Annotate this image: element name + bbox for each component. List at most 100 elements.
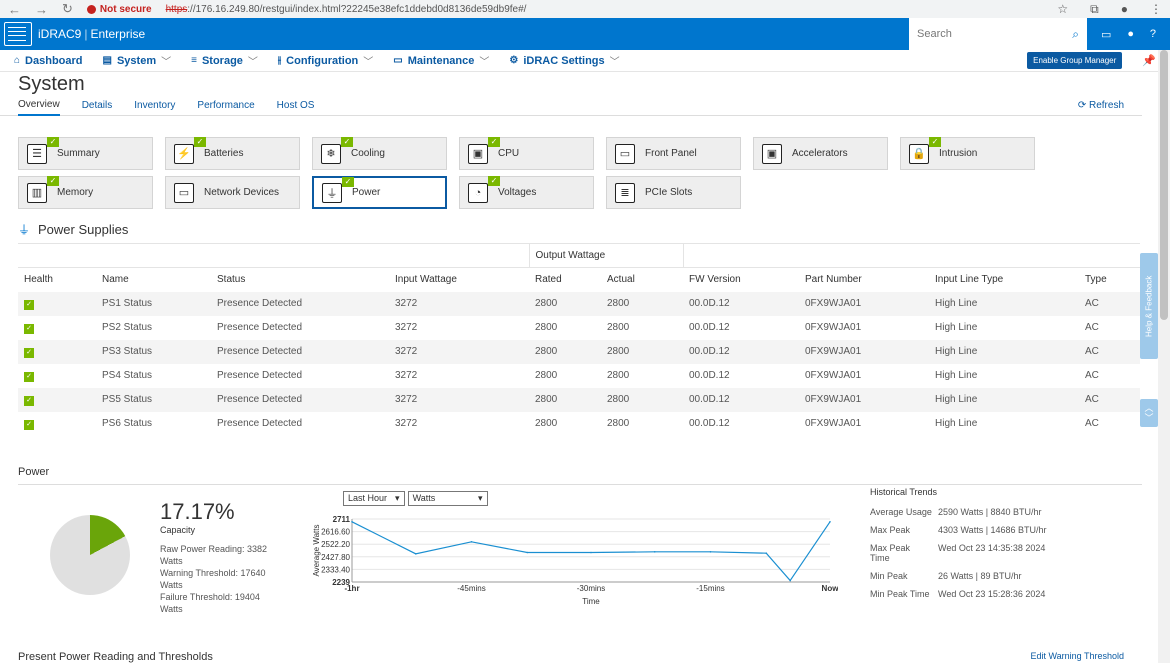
tab-overview[interactable]: Overview [18, 96, 60, 116]
front-panel-icon: ▭ [615, 143, 635, 164]
address-bar[interactable]: https://176.16.249.80/restgui/index.html… [165, 3, 527, 15]
table-cell: 2800 [535, 418, 558, 429]
status-ok-icon: ✓ [47, 137, 59, 147]
menu-storage[interactable]: ≡ Storage ﹀ [191, 53, 258, 69]
reload-button[interactable]: ↻ [62, 1, 73, 16]
column-header[interactable]: Status [217, 274, 246, 286]
power-supplies-table: Output Wattage Health Name Status Input Watt… [18, 243, 1140, 436]
present-power-title: Present Power Reading and Thresholds [18, 651, 213, 663]
time-range-select[interactable]: Last Hour ▾ [343, 490, 405, 506]
x-tick-label: -1hr [344, 584, 359, 593]
tile-power[interactable]: ⏚ ✓ Power [312, 176, 447, 209]
data-point [829, 520, 831, 523]
status-ok-icon: ✓ [24, 323, 34, 334]
tab-inventory[interactable]: Inventory [134, 100, 176, 111]
extensions-icon[interactable]: ⧉ [1090, 1, 1099, 16]
trend-label: Max Peak Time [870, 542, 911, 563]
scroll-up-down-buttons[interactable]: ︿ ﹀ [1140, 399, 1158, 427]
tile-voltages[interactable]: ◔ ✓ Voltages [459, 176, 594, 209]
help-icon[interactable]: ? [1149, 28, 1157, 40]
chevron-down-icon: ﹀ [609, 57, 620, 68]
column-header[interactable]: Input Line Type [935, 274, 1004, 286]
table-row[interactable]: ✓ PS1 Status Presence Detected 3272 2800 2800… [18, 291, 1140, 316]
user-icon[interactable]: ● [1127, 28, 1134, 40]
trend-row: Max Peak 4303 Watts | 14686 BTU/hr [870, 525, 1047, 535]
trend-label: Max Peak [870, 524, 911, 535]
column-header[interactable]: Input Wattage [395, 274, 457, 286]
tile-accelerators[interactable]: ▣ Accelerators [753, 137, 888, 170]
tile-label: Cooling [351, 148, 385, 159]
gear-icon: ⚙ [509, 55, 519, 66]
tile-label: PCIe Slots [645, 187, 693, 198]
back-button[interactable]: ← [8, 1, 21, 17]
status-ok-icon: ✓ [488, 176, 500, 186]
column-header[interactable]: Health [24, 274, 53, 286]
tile-summary[interactable]: ☰ ✓ Summary [18, 137, 153, 170]
table-cell: 3272 [395, 322, 418, 333]
table-row[interactable]: ✓ PS2 Status Presence Detected 3272 2800 2800… [18, 316, 1140, 340]
trend-value: 4303 Watts | 14686 BTU/hr [938, 524, 1047, 535]
column-header[interactable]: Type [1085, 274, 1107, 286]
tile-label: Network Devices [204, 187, 280, 198]
forward-button[interactable]: → [35, 1, 48, 17]
table-cell: Presence Detected [211, 387, 389, 412]
column-header[interactable]: Rated [535, 274, 562, 286]
table-row[interactable]: ✓ PS6 Status Presence Detected 3272 2800 2800… [18, 412, 1140, 436]
menu-configuration[interactable]: ⫲ Configuration ﹀ [278, 53, 373, 69]
summary-icon: ☰ [27, 143, 47, 164]
search-icon[interactable]: ⌕ [1072, 26, 1079, 41]
status-ok-icon: ✓ [47, 176, 59, 186]
tile-batteries[interactable]: ⚡ ✓ Batteries [165, 137, 300, 170]
status-ok-icon: ✓ [24, 419, 34, 430]
trend-row: Min Peak 26 Watts | 89 BTU/hr [870, 571, 1047, 581]
menu-idrac-settings[interactable]: ⚙ iDRAC Settings ﹀ [509, 53, 620, 69]
table-row[interactable]: ✓ PS3 Status Presence Detected 3272 2800 2800… [18, 339, 1140, 364]
browser-toolbar: ← → ↻ Not secure https://176.16.249.80/r… [0, 0, 1170, 18]
column-header[interactable]: Part Number [805, 274, 862, 286]
tile-label: CPU [498, 148, 520, 159]
tab-performance[interactable]: Performance [197, 100, 255, 111]
tile-memory[interactable]: ▥ ✓ Memory [18, 176, 153, 209]
table-cell: PS1 Status [96, 291, 211, 316]
refresh-button[interactable]: ⟳ Refresh [1077, 100, 1124, 111]
menu-system[interactable]: ▤ System ﹀ [103, 53, 172, 69]
pin-icon[interactable]: 📌 [1142, 55, 1156, 67]
menu-dashboard[interactable]: ⌂ Dashboard [14, 55, 83, 67]
page-scrollbar[interactable] [1158, 50, 1170, 663]
status-ok-icon: ✓ [341, 137, 353, 147]
menu-maintenance[interactable]: ▭ Maintenance ﹀ [393, 53, 489, 69]
enable-group-manager-button[interactable]: Enable Group Manager [1027, 52, 1123, 69]
tab-details[interactable]: Details [81, 100, 113, 111]
table-cell: AC [1079, 339, 1140, 364]
tile-front-panel[interactable]: ▭ Front Panel [606, 137, 741, 170]
tile-pcie-slots[interactable]: ≣ PCIe Slots [606, 176, 741, 209]
star-icon[interactable]: ☆ [1057, 1, 1069, 16]
column-header[interactable]: Name [102, 274, 129, 286]
search-input[interactable]: Search ⌕ [909, 18, 1087, 50]
tab-host-os[interactable]: Host OS [276, 100, 315, 111]
tile-cpu[interactable]: ▣ ✓ CPU [459, 137, 594, 170]
tile-cooling[interactable]: ❄ ✓ Cooling [312, 137, 447, 170]
tile-network-devices[interactable]: ▭ Network Devices [165, 176, 300, 209]
app-header: iDRAC9 | Enterprise Search ⌕ ▭ ● ? [0, 18, 1170, 50]
table-cell: 00.0D.12 [683, 291, 799, 316]
help-feedback-tab[interactable]: Help & Feedback [1140, 253, 1158, 359]
column-header[interactable]: FW Version [689, 274, 741, 286]
jobs-icon[interactable]: ▭ [1100, 28, 1112, 41]
unit-select[interactable]: Watts ▾ [407, 490, 488, 506]
table-row[interactable]: ✓ PS5 Status Presence Detected 3272 2800 2800… [18, 387, 1140, 412]
column-header[interactable]: Actual [607, 274, 635, 286]
edit-warning-threshold-link[interactable]: Edit Warning Threshold [1030, 651, 1124, 661]
not-secure-badge[interactable]: Not secure [86, 4, 152, 15]
profile-icon[interactable]: ● [1120, 1, 1128, 16]
power-icon: ⏚ [322, 182, 342, 203]
trend-value: 26 Watts | 89 BTU/hr [938, 570, 1022, 581]
more-icon[interactable]: ⋮ [1150, 1, 1162, 16]
intrusion-icon: 🔒 [909, 143, 929, 164]
table-row[interactable]: ✓ PS4 Status Presence Detected 3272 2800 2800… [18, 364, 1140, 388]
tile-label: Accelerators [792, 148, 848, 159]
table-cell: AC [1085, 370, 1099, 381]
table-cell: High Line [929, 387, 1079, 412]
health-cell: ✓ [18, 387, 96, 412]
tile-intrusion[interactable]: 🔒 ✓ Intrusion [900, 137, 1035, 170]
